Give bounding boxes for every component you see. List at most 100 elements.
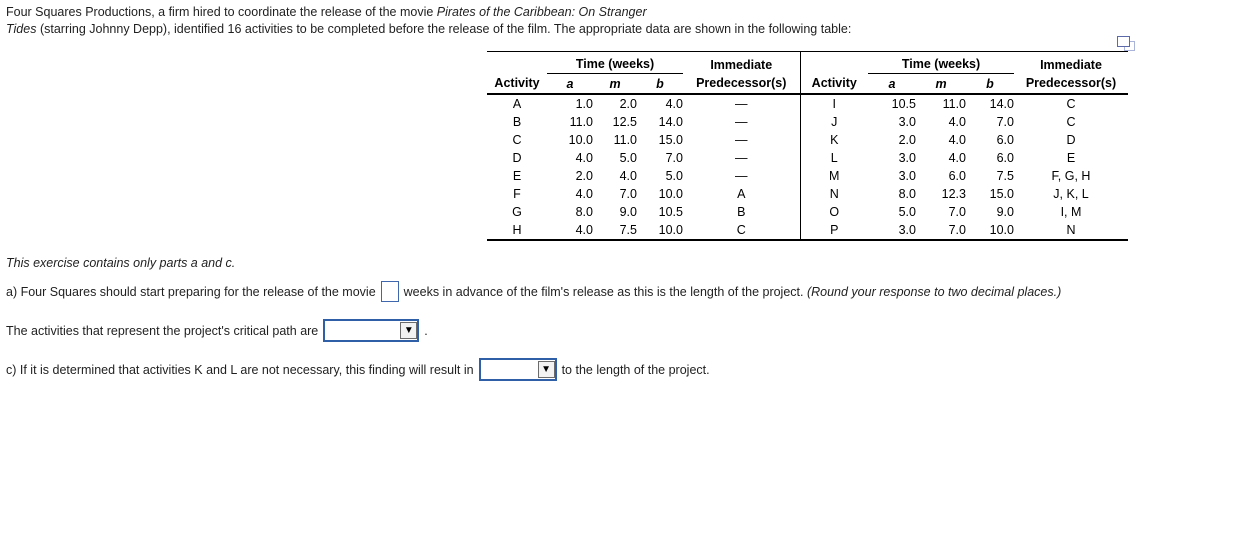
col-header-a-right: a — [868, 73, 916, 95]
col-header-b-right: b — [966, 73, 1014, 95]
cell-a: 8.0 — [898, 187, 916, 201]
cell-predecessors: — — [735, 151, 748, 165]
cell-activity: B — [512, 115, 522, 129]
time-weeks-header-left: Time (weeks) — [547, 51, 683, 74]
time-weeks-header-right: Time (weeks) — [868, 51, 1014, 74]
cell-predecessors: N — [1066, 223, 1076, 237]
cell-b: 6.0 — [996, 133, 1014, 147]
exercise-note: This exercise contains only parts a and … — [6, 256, 236, 270]
cell-a: 2.0 — [575, 169, 593, 183]
cell-m: 4.0 — [619, 169, 637, 183]
col-header-predecessors-right: Predecessor(s) — [1014, 73, 1128, 95]
intro-line-2: Tides (starring Johnny Depp), identified… — [6, 21, 851, 38]
cell-b: 6.0 — [996, 151, 1014, 165]
cell-predecessors: J, K, L — [1053, 187, 1089, 201]
cell-a: 10.0 — [568, 133, 593, 147]
cell-predecessors: A — [737, 187, 746, 201]
cell-predecessors: C — [736, 223, 746, 237]
cell-predecessors: — — [735, 133, 748, 147]
cell-activity: L — [799, 149, 868, 167]
cell-b: 10.0 — [658, 223, 683, 237]
cell-m: 9.0 — [619, 205, 637, 219]
cell-activity: N — [799, 185, 868, 203]
cell-activity: J — [799, 113, 868, 131]
cell-a: 10.5 — [891, 97, 916, 111]
immediate-header-right: Immediate — [1040, 57, 1102, 72]
part-a-answer-input[interactable] — [380, 281, 399, 302]
cell-b: 14.0 — [658, 115, 683, 129]
cell-activity: F — [513, 187, 521, 201]
cell-m: 11.0 — [613, 133, 637, 147]
cell-m: 12.5 — [612, 115, 637, 129]
cell-m: 5.0 — [619, 151, 637, 165]
activity-table: Time (weeks) Immediate Time (weeks) Imme… — [487, 51, 1128, 241]
critical-path-text: The activities that represent the projec… — [6, 323, 319, 338]
critical-path-dropdown[interactable]: ▼ — [323, 319, 420, 342]
table-row: H 4.0 7.5 10.0 C P 3.0 7.0 10.0 N — [487, 221, 1128, 240]
immediate-header-left: Immediate — [710, 57, 773, 72]
critical-path-line: The activities that represent the projec… — [6, 319, 428, 342]
table-column-header-row: Activity a m b Predecessor(s) Activity a… — [487, 73, 1128, 95]
col-header-activity-right: Activity — [799, 73, 868, 95]
cell-activity: C — [512, 133, 522, 147]
cell-m: 2.0 — [619, 97, 637, 111]
cell-a: 11.0 — [569, 115, 593, 129]
table-row: E 2.0 4.0 5.0 — M 3.0 6.0 7.5 F, G, H — [487, 167, 1128, 185]
cell-predecessors: E — [1066, 151, 1076, 165]
movie-title-part2: Tides — [6, 22, 37, 36]
cell-m: 4.0 — [948, 151, 966, 165]
cell-a: 3.0 — [898, 223, 916, 237]
cell-predecessors: — — [735, 97, 748, 111]
cell-activity: A — [512, 97, 522, 111]
col-header-m-left: m — [593, 73, 637, 95]
cell-b: 4.0 — [665, 97, 683, 111]
cell-b: 7.0 — [665, 151, 683, 165]
intro-line-1: Four Squares Productions, a firm hired t… — [6, 4, 851, 21]
cell-b: 5.0 — [665, 169, 683, 183]
cell-a: 5.0 — [898, 205, 916, 219]
cell-m: 7.0 — [948, 205, 966, 219]
cell-predecessors: C — [1066, 97, 1076, 111]
cell-activity: P — [799, 221, 868, 240]
cell-b: 10.0 — [658, 187, 683, 201]
chevron-down-icon[interactable]: ▼ — [400, 322, 418, 339]
cell-a: 8.0 — [575, 205, 593, 219]
popout-icon[interactable] — [1117, 36, 1135, 51]
chevron-down-icon[interactable]: ▼ — [537, 361, 555, 378]
cell-m: 6.0 — [948, 169, 966, 183]
popout-icon-front-square — [1117, 36, 1130, 47]
cell-m: 11.0 — [942, 97, 966, 111]
cell-a: 4.0 — [575, 151, 593, 165]
cell-m: 7.0 — [948, 223, 966, 237]
col-header-b-left: b — [637, 73, 683, 95]
cell-activity: E — [512, 169, 522, 183]
cell-b: 15.0 — [989, 187, 1014, 201]
col-header-a-left: a — [547, 73, 593, 95]
cell-predecessors: I, M — [1060, 205, 1082, 219]
col-header-predecessors-left: Predecessor(s) — [683, 73, 800, 95]
cell-predecessors: — — [735, 169, 748, 183]
intro-line1-normal: Four Squares Productions, a firm hired t… — [6, 5, 437, 19]
cell-b: 9.0 — [996, 205, 1014, 219]
movie-title-part1: Pirates of the Caribbean: On Stranger — [436, 5, 647, 19]
cell-predecessors: F, G, H — [1051, 169, 1091, 183]
col-header-activity-left: Activity — [487, 73, 547, 95]
table-row: B 11.0 12.5 14.0 — J 3.0 4.0 7.0 C — [487, 113, 1128, 131]
cell-b: 10.0 — [989, 223, 1014, 237]
cell-m: 4.0 — [948, 115, 966, 129]
cell-m: 4.0 — [948, 133, 966, 147]
part-c-text-suffix: to the length of the project. — [561, 362, 710, 377]
intro-line2-normal: (starring Johnny Depp), identified 16 ac… — [36, 22, 852, 36]
critical-path-period: . — [424, 323, 428, 338]
cell-activity: H — [512, 223, 522, 237]
cell-m: 12.3 — [941, 187, 966, 201]
part-c-dropdown[interactable]: ▼ — [478, 358, 557, 381]
cell-b: 7.5 — [996, 169, 1014, 183]
cell-b: 10.5 — [658, 205, 683, 219]
cell-a: 4.0 — [575, 187, 593, 201]
table-row: C 10.0 11.0 15.0 — K 2.0 4.0 6.0 D — [487, 131, 1128, 149]
table-row: G 8.0 9.0 10.5 B O 5.0 7.0 9.0 I, M — [487, 203, 1128, 221]
cell-a: 2.0 — [898, 133, 916, 147]
cell-b: 15.0 — [658, 133, 683, 147]
part-a-line: a) Four Squares should start preparing f… — [6, 281, 1061, 302]
